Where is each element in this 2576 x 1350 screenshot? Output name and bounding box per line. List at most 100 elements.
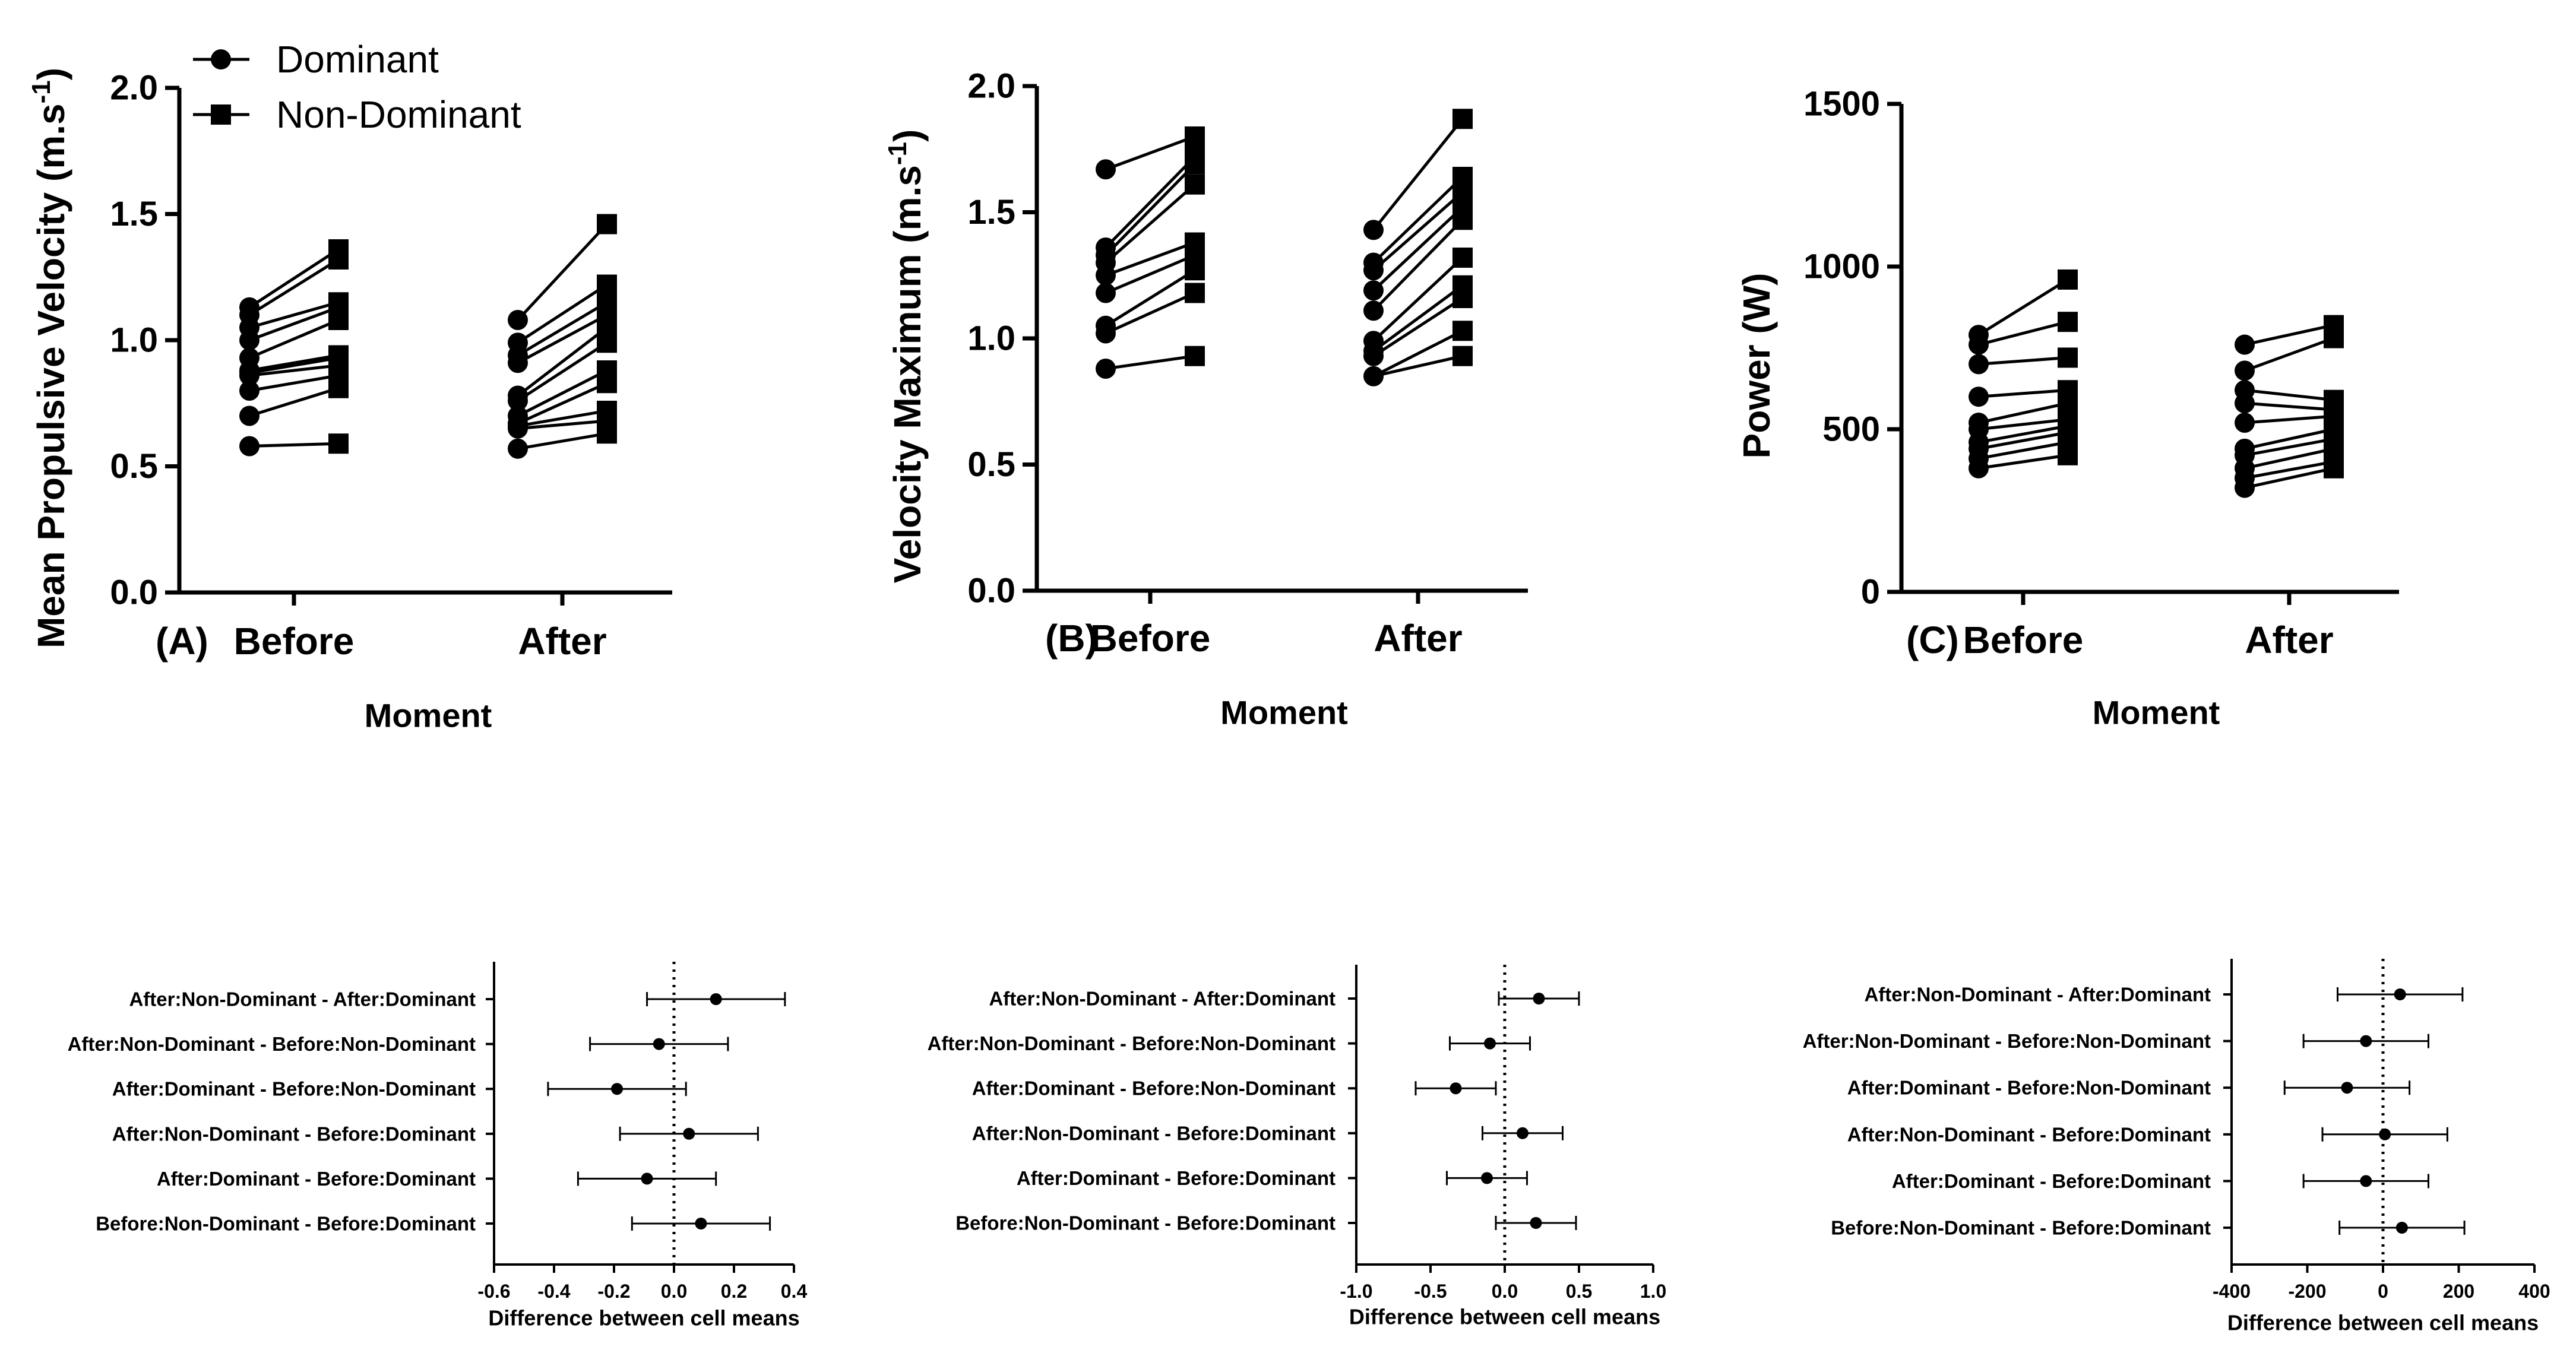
non-dominant-point xyxy=(597,373,617,394)
x-category-label: After xyxy=(518,620,606,663)
pair-line xyxy=(2244,427,2334,451)
legend-dominant-label: Dominant xyxy=(276,38,439,81)
pair-line xyxy=(2244,414,2334,424)
legend-non-dominant-label: Non-Dominant xyxy=(276,93,521,136)
pair-line xyxy=(517,301,608,357)
non-dominant-point xyxy=(2324,328,2344,348)
non-dominant-point xyxy=(1185,283,1205,303)
pair-line xyxy=(517,381,608,425)
dominant-point xyxy=(2235,413,2255,433)
x-tick-label: 1.0 xyxy=(1640,1281,1666,1302)
pair-line xyxy=(2244,388,2334,402)
pair-line xyxy=(2244,401,2334,411)
x-axis-title: Moment xyxy=(1220,694,1348,731)
dominant-point xyxy=(2235,477,2255,498)
pair-line xyxy=(1372,284,1464,353)
non-dominant-point xyxy=(1185,126,1205,147)
non-dominant-point xyxy=(328,378,349,398)
pair-line xyxy=(249,374,339,392)
x-tick-label: 400 xyxy=(2518,1281,2550,1302)
non-dominant-point xyxy=(1185,154,1205,175)
dominant-point xyxy=(1969,334,1989,355)
dominant-point xyxy=(1096,359,1116,379)
panel-B: 0.0 0.5 1.0 1.5 2.0 Before After (B) Moment Veloc… xyxy=(883,67,1528,731)
panel-label: (B) xyxy=(1045,617,1098,660)
pair-line xyxy=(517,409,607,427)
y-axis-title: Mean Propulsive Velocity (m.s-1) xyxy=(27,68,72,648)
non-dominant-point xyxy=(1452,346,1473,366)
pair-line xyxy=(1978,388,2068,398)
pair-line xyxy=(248,258,340,316)
dominant-point xyxy=(1363,280,1384,301)
estimate-point xyxy=(2360,1035,2372,1047)
non-dominant-point xyxy=(2058,445,2078,465)
non-dominant-point xyxy=(597,423,617,444)
y-tick-label: 0.0 xyxy=(967,572,1015,610)
pair-line xyxy=(2244,460,2334,480)
x-tick-label: 0.4 xyxy=(781,1281,808,1302)
comparison-label: After:Non-Dominant - After:Dominant xyxy=(129,988,476,1010)
comparison-label: After:Non-Dominant - Before:Dominant xyxy=(112,1123,476,1145)
comparison-label: After:Non-Dominant - Before:Non-Dominant xyxy=(1803,1030,2211,1052)
dominant-point xyxy=(1096,159,1116,180)
comparison-label: After:Dominant - Before:Non-Dominant xyxy=(112,1078,476,1100)
estimate-point xyxy=(1533,993,1545,1004)
dominant-point xyxy=(1969,386,1989,407)
x-tick-label: 0.0 xyxy=(661,1281,687,1302)
x-tick-label: -0.5 xyxy=(1414,1281,1447,1302)
pair-line xyxy=(2244,337,2334,372)
x-category-label: After xyxy=(1374,617,1462,660)
x-tick-label: -0.4 xyxy=(537,1281,570,1302)
pair-line xyxy=(1105,291,1196,335)
dominant-point xyxy=(239,330,260,350)
pair-line xyxy=(517,419,607,430)
x-category-label: After xyxy=(2245,619,2333,661)
comparison-label: After:Non-Dominant - Before:Dominant xyxy=(972,1122,1336,1144)
x-axis-title: Difference between cell means xyxy=(2227,1311,2539,1335)
pair-line xyxy=(1372,191,1464,272)
x-category-label: Before xyxy=(1963,619,2084,661)
pair-line xyxy=(1372,256,1464,343)
dominant-point xyxy=(508,438,528,459)
estimate-point xyxy=(1450,1082,1462,1095)
pair-line xyxy=(249,356,339,375)
panel-label: (A) xyxy=(156,620,208,663)
pair-line xyxy=(1977,278,2069,337)
pair-line xyxy=(249,300,339,329)
non-dominant-point xyxy=(1452,109,1473,129)
x-tick-label: 200 xyxy=(2443,1281,2474,1302)
x-axis-title: Difference between cell means xyxy=(1349,1305,1660,1329)
y-axis-title-sup: -1 xyxy=(27,80,56,103)
pair-line xyxy=(1105,183,1196,264)
y-axis-title: Velocity Maximum (m.s-1) xyxy=(883,129,929,584)
dominant-point xyxy=(239,365,260,386)
pair-line xyxy=(517,341,608,403)
panel-C-diff: -400 -200 0 200 400 After:Non-Dominant - Afte… xyxy=(1803,959,2550,1335)
non-dominant-point xyxy=(2058,269,2078,290)
y-tick-label: 1.5 xyxy=(110,195,158,233)
pair-line xyxy=(1372,118,1464,231)
x-tick-label: -0.6 xyxy=(477,1281,510,1302)
x-axis-title: Moment xyxy=(2093,694,2220,731)
pair-line xyxy=(1372,218,1464,312)
y-axis-title-main: Mean Propulsive Velocity (m.s xyxy=(30,103,72,648)
comparison-label: After:Dominant - Before:Non-Dominant xyxy=(972,1078,1336,1099)
pair-line xyxy=(1978,431,2068,451)
y-tick-label: 2.0 xyxy=(967,67,1015,106)
pair-line xyxy=(1105,253,1195,294)
pair-line xyxy=(1372,176,1464,264)
panel-B-diff: -1.0 -0.5 0.0 0.5 1.0 After:Non-Dominant - Af… xyxy=(928,965,1666,1329)
comparison-label: After:Non-Dominant - After:Dominant xyxy=(1864,984,2211,1006)
pair-line xyxy=(249,318,339,360)
pair-line xyxy=(1373,354,1463,378)
pair-line xyxy=(517,326,608,397)
comparison-label: After:Non-Dominant - After:Dominant xyxy=(989,988,1336,1010)
comparison-label: After:Dominant - Before:Dominant xyxy=(1892,1170,2211,1192)
y-tick-label: 0 xyxy=(1861,573,1880,611)
pair-line xyxy=(249,442,339,448)
pair-line xyxy=(249,306,339,342)
estimate-point xyxy=(1481,1172,1493,1184)
non-dominant-point xyxy=(597,332,617,353)
dominant-point xyxy=(1363,260,1384,281)
non-dominant-point xyxy=(2324,458,2344,478)
